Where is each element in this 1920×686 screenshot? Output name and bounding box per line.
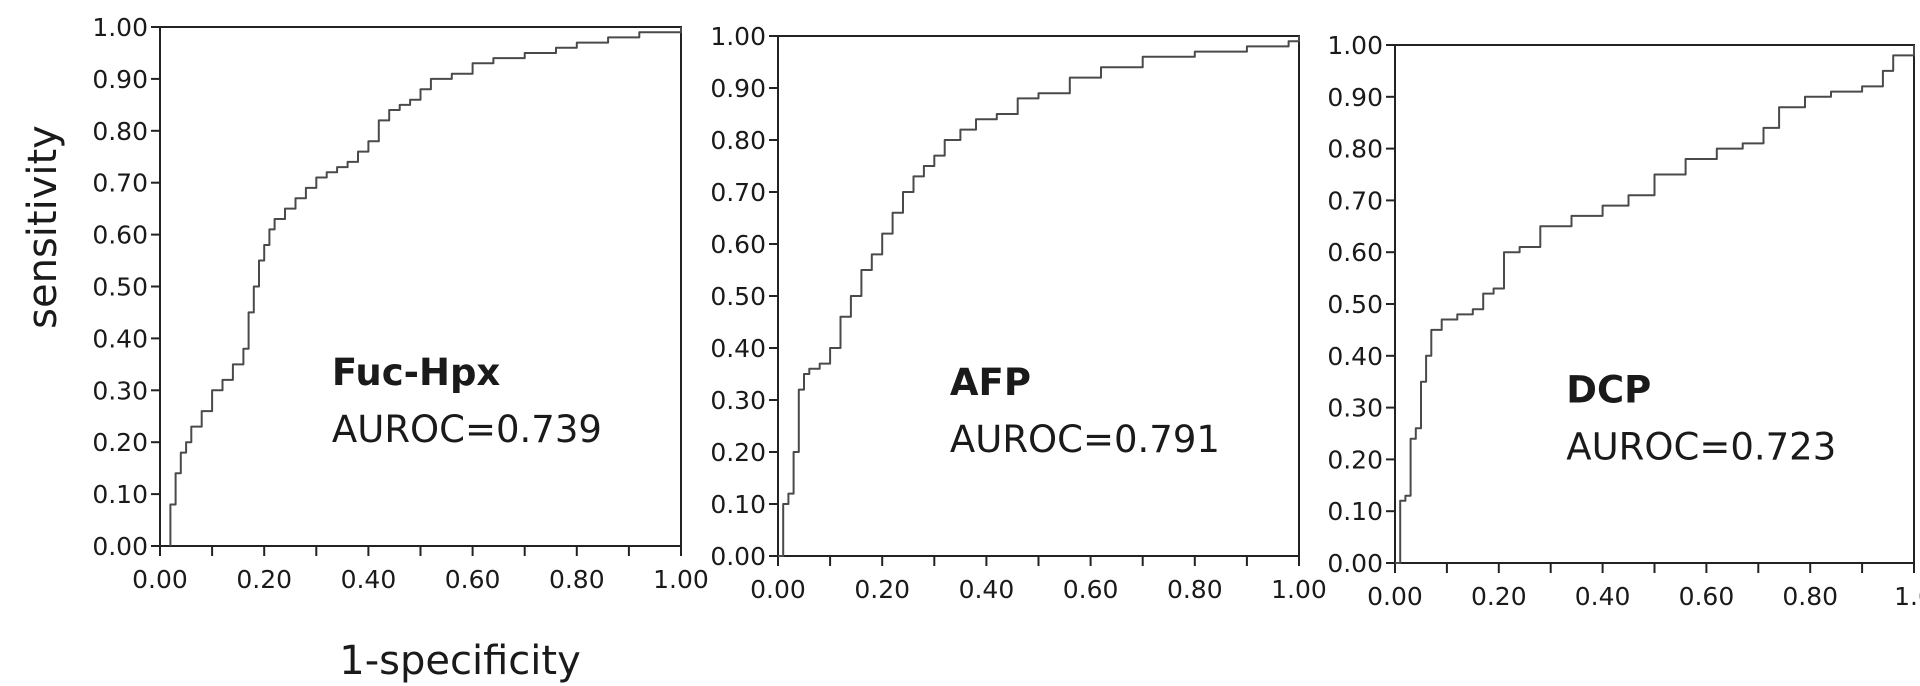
x-tick-label: 0.40 bbox=[341, 565, 397, 594]
y-tick-label: 1.00 bbox=[710, 22, 766, 51]
y-tick-label: 0.80 bbox=[710, 126, 766, 155]
y-tick-label: 0.90 bbox=[710, 74, 766, 103]
annotation-title: AFP bbox=[950, 361, 1031, 404]
x-tick-label: 0.60 bbox=[445, 565, 501, 594]
x-tick-label: 1.00 bbox=[1271, 575, 1327, 604]
y-tick-label: 0.70 bbox=[1327, 186, 1383, 215]
y-tick-label: 0.00 bbox=[1327, 549, 1383, 578]
y-tick-label: 0.40 bbox=[1327, 342, 1383, 371]
y-tick-label: 0.20 bbox=[92, 428, 148, 457]
y-tick-label: 0.90 bbox=[1327, 83, 1383, 112]
y-tick-label: 0.00 bbox=[92, 532, 148, 561]
y-axis-label: sensitivity bbox=[20, 125, 66, 329]
y-tick-label: 0.10 bbox=[710, 490, 766, 519]
x-tick-label: 0.60 bbox=[1063, 575, 1119, 604]
annotation-auroc: AUROC=0.739 bbox=[332, 408, 602, 451]
y-tick-label: 1.00 bbox=[92, 13, 148, 42]
plot-frame bbox=[159, 26, 682, 547]
panel-afp: 0.00 0.10 0.20 0.30 0.40 0.50 0.60 0.70 0.80 0.90… bbox=[710, 22, 1327, 604]
x-tick-label: 0.80 bbox=[1167, 575, 1223, 604]
panel-dcp: 0.00 0.10 0.20 0.30 0.40 0.50 0.60 0.70 0.80 0.90… bbox=[1327, 31, 1920, 611]
x-tick-label: 0.00 bbox=[1367, 582, 1423, 611]
x-tick-label: 0.20 bbox=[236, 565, 292, 594]
y-tick-label: 0.30 bbox=[1327, 394, 1383, 423]
x-tick-label: 0.80 bbox=[1782, 582, 1838, 611]
x-tick-label: 0.20 bbox=[854, 575, 910, 604]
y-tick-label: 0.30 bbox=[710, 386, 766, 415]
y-tick-label: 0.10 bbox=[1327, 497, 1383, 526]
x-tick-label: 0.40 bbox=[959, 575, 1015, 604]
x-tick-label: 1.0 bbox=[1894, 582, 1920, 611]
y-tick-label: 0.60 bbox=[92, 221, 148, 250]
roc-curve-afp bbox=[778, 36, 1300, 557]
roc-curve-dcp bbox=[1395, 45, 1915, 564]
y-tick-label: 0.90 bbox=[92, 65, 148, 94]
y-tick-label: 0.10 bbox=[92, 480, 148, 509]
y-tick-label: 0.20 bbox=[1327, 445, 1383, 474]
y-tick-label: 0.50 bbox=[1327, 290, 1383, 319]
y-tick-label: 0.00 bbox=[710, 542, 766, 571]
y-tick-label: 0.60 bbox=[710, 230, 766, 259]
x-tick-label: 1.00 bbox=[653, 565, 709, 594]
y-tick-label: 0.60 bbox=[1327, 238, 1383, 267]
y-tick-label: 0.20 bbox=[710, 438, 766, 467]
annotation-auroc: AUROC=0.723 bbox=[1566, 425, 1836, 468]
y-tick-label: 0.30 bbox=[92, 376, 148, 405]
x-tick-label: 0.00 bbox=[750, 575, 806, 604]
roc-panels: 0.00 0.10 0.20 0.30 0.40 0.50 0.60 0.70 0.80 0.90… bbox=[92, 13, 1920, 611]
y-tick-label: 0.40 bbox=[710, 334, 766, 363]
x-tick-label: 0.80 bbox=[549, 565, 605, 594]
y-tick-label: 0.70 bbox=[92, 169, 148, 198]
plot-frame bbox=[1394, 44, 1915, 564]
x-axis-label: 1-specificity bbox=[339, 638, 580, 684]
y-tick-label: 0.50 bbox=[92, 273, 148, 302]
y-tick-label: 0.80 bbox=[92, 117, 148, 146]
x-tick-label: 0.60 bbox=[1679, 582, 1735, 611]
y-tick-label: 0.80 bbox=[1327, 135, 1383, 164]
annotation-title: DCP bbox=[1566, 368, 1651, 411]
x-tick-label: 0.20 bbox=[1471, 582, 1527, 611]
y-tick-label: 1.00 bbox=[1327, 31, 1383, 60]
y-tick-label: 0.50 bbox=[710, 282, 766, 311]
panel-fuc-hpx: 0.00 0.10 0.20 0.30 0.40 0.50 0.60 0.70 0.80 0.90… bbox=[92, 13, 709, 594]
annotation-title: Fuc-Hpx bbox=[332, 351, 501, 394]
roc-curve-fuc-hpx bbox=[169, 27, 682, 546]
y-tick-label: 0.40 bbox=[92, 324, 148, 353]
annotation-auroc: AUROC=0.791 bbox=[950, 418, 1220, 461]
x-tick-label: 0.00 bbox=[132, 565, 188, 594]
x-tick-label: 0.40 bbox=[1575, 582, 1631, 611]
y-tick-label: 0.70 bbox=[710, 178, 766, 207]
